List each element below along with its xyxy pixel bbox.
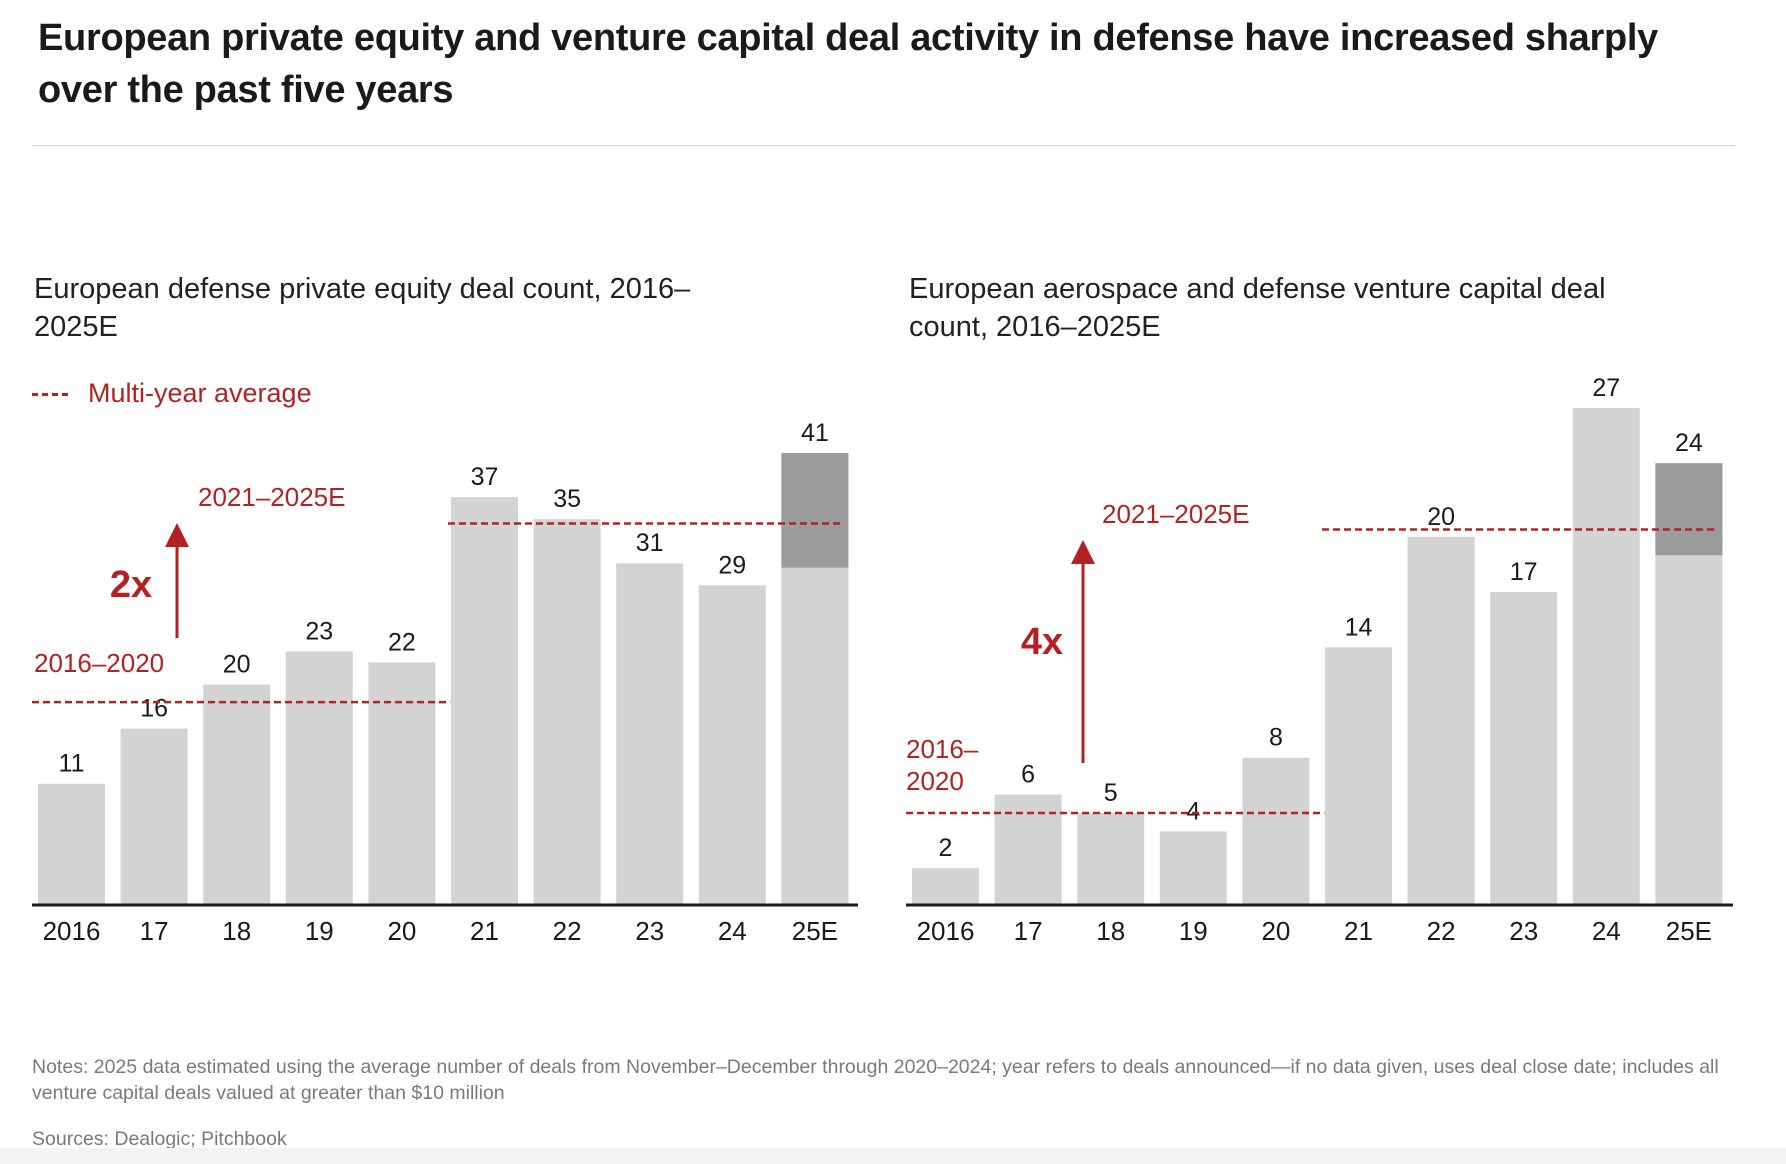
average-label-1: 2021–2025E	[198, 482, 345, 512]
data-label-21: 37	[471, 463, 499, 491]
bar-17	[994, 794, 1062, 905]
data-label-18: 20	[223, 651, 251, 679]
bar-21	[1325, 647, 1392, 905]
data-label-18: 5	[1104, 779, 1118, 807]
x-tick-label-22: 22	[553, 916, 582, 946]
data-label-17: 6	[1021, 761, 1035, 789]
arrow-up-icon	[165, 523, 189, 547]
x-tick-label-21: 21	[1344, 916, 1373, 946]
average-label-0-0: 2016–	[906, 734, 979, 764]
bar-19	[1159, 831, 1227, 905]
x-tick-label-21: 21	[470, 916, 499, 946]
bar-estimate-25E	[781, 453, 849, 568]
x-tick-label-2016: 2016	[43, 916, 101, 946]
x-tick-label-20: 20	[1261, 916, 1290, 946]
x-tick-label-2016: 2016	[917, 916, 975, 946]
bar-17	[120, 728, 188, 905]
x-tick-label-25E: 25E	[1666, 916, 1712, 946]
data-label-24: 27	[1592, 374, 1620, 402]
data-label-22: 20	[1427, 503, 1455, 531]
bar-21	[451, 497, 518, 905]
bar-18	[203, 684, 271, 905]
legend-label: Multi-year average	[88, 378, 312, 408]
bottom-band	[0, 1148, 1786, 1164]
data-label-24: 29	[718, 551, 746, 579]
page-title: European private equity and venture capi…	[38, 17, 1658, 111]
data-label-25E: 41	[801, 419, 829, 447]
bar-23	[616, 563, 684, 905]
data-label-19: 4	[1186, 797, 1200, 825]
venture-capital-bar-chart: 2 2016 6 17 5 18 4 19 8 20 14 21 20 22 17 23 27 24 24 25E 20…	[906, 374, 1733, 946]
x-tick-label-24: 24	[1592, 916, 1621, 946]
average-label-0-1: 2020	[906, 766, 964, 796]
bar-22	[533, 519, 601, 905]
arrow-up-icon	[1071, 540, 1095, 564]
average-label-0: 2016–2020	[34, 648, 164, 678]
x-tick-label-23: 23	[635, 916, 664, 946]
data-label-19: 23	[305, 617, 333, 645]
x-tick-label-18: 18	[1096, 916, 1125, 946]
bar-19	[285, 651, 353, 905]
x-tick-label-19: 19	[305, 916, 334, 946]
data-label-17: 16	[140, 695, 168, 723]
bar-22	[1407, 536, 1475, 905]
x-tick-label-23: 23	[1509, 916, 1538, 946]
data-label-2016: 2	[939, 834, 953, 862]
bar-24	[1572, 408, 1640, 905]
data-label-22: 35	[553, 485, 581, 513]
footnote: Notes: 2025 data estimated using the ave…	[32, 1056, 1719, 1104]
sources: Sources: Dealogic; Pitchbook	[32, 1128, 287, 1150]
x-tick-label-17: 17	[140, 916, 169, 946]
title-divider	[32, 145, 1735, 146]
x-tick-label-20: 20	[387, 916, 416, 946]
growth-multiple-label: 4x	[1021, 621, 1063, 663]
x-tick-label-22: 22	[1427, 916, 1456, 946]
data-label-2016: 11	[59, 750, 85, 778]
bar-20	[1242, 757, 1310, 905]
bar-2016	[912, 868, 979, 905]
chart-title-venture-capital: European aerospace and defense venture c…	[909, 273, 1606, 343]
x-tick-label-18: 18	[222, 916, 251, 946]
data-label-23: 17	[1510, 558, 1538, 586]
bar-estimate-25E	[1655, 463, 1723, 556]
data-label-23: 31	[636, 529, 664, 557]
legend-dashed-line-icon	[32, 393, 68, 396]
data-label-20: 8	[1269, 724, 1283, 752]
average-label-1: 2021–2025E	[1102, 499, 1249, 529]
bar-23	[1490, 592, 1558, 905]
bar-18	[1077, 812, 1145, 905]
data-label-20: 22	[388, 628, 416, 656]
chart-title-private-equity: European defense private equity deal cou…	[34, 273, 691, 343]
x-tick-label-25E: 25E	[792, 916, 838, 946]
x-tick-label-17: 17	[1014, 916, 1043, 946]
data-label-21: 14	[1345, 613, 1373, 641]
data-label-25E: 24	[1675, 429, 1703, 457]
bar-2016	[38, 783, 105, 905]
x-tick-label-19: 19	[1179, 916, 1208, 946]
growth-multiple-label: 2x	[110, 564, 152, 606]
private-equity-bar-chart: 11 2016 16 17 20 18 23 19 22 20 37 21 35 22 31 23 29 24 41…	[32, 419, 858, 946]
bar-24	[698, 585, 766, 905]
x-tick-label-24: 24	[718, 916, 747, 946]
